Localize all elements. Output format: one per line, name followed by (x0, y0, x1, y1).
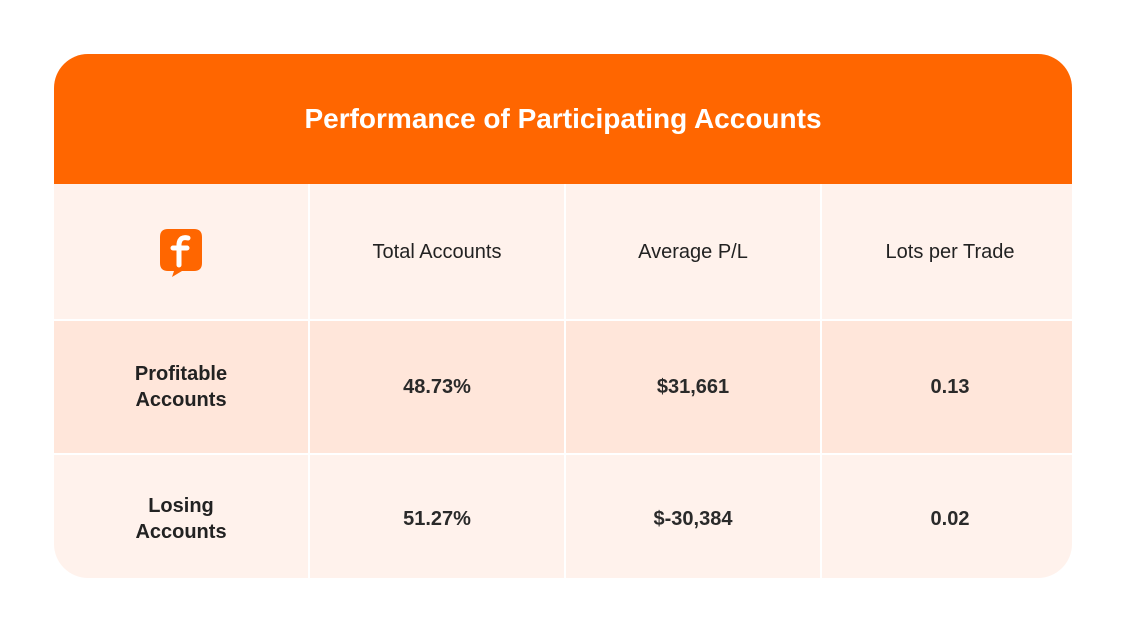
row-label-text: Profitable Accounts (134, 363, 228, 411)
value-cell: 48.73% (310, 321, 564, 453)
table-card: Performance of Participating Accounts To… (54, 54, 1072, 578)
row-label: Profitable Accounts (54, 321, 308, 453)
header-cell: Average P/L (566, 184, 820, 319)
header-cell: Total Accounts (310, 184, 564, 319)
row-label: Losing Accounts (54, 455, 308, 578)
value-cell: 0.02 (822, 455, 1072, 578)
value-cell: 51.27% (310, 455, 564, 578)
value-cell: $31,661 (566, 321, 820, 453)
logo-cell (54, 184, 308, 319)
logo (160, 228, 202, 277)
table-title: Performance of Participating Accounts (54, 54, 1072, 184)
table-grid: Total Accounts Average P/L Lots per Trad… (54, 184, 1072, 578)
value-cell: $-30,384 (566, 455, 820, 578)
header-cell: Lots per Trade (822, 184, 1072, 319)
value-cell: 0.13 (822, 321, 1072, 453)
row-label-text: Losing Accounts (135, 494, 227, 543)
